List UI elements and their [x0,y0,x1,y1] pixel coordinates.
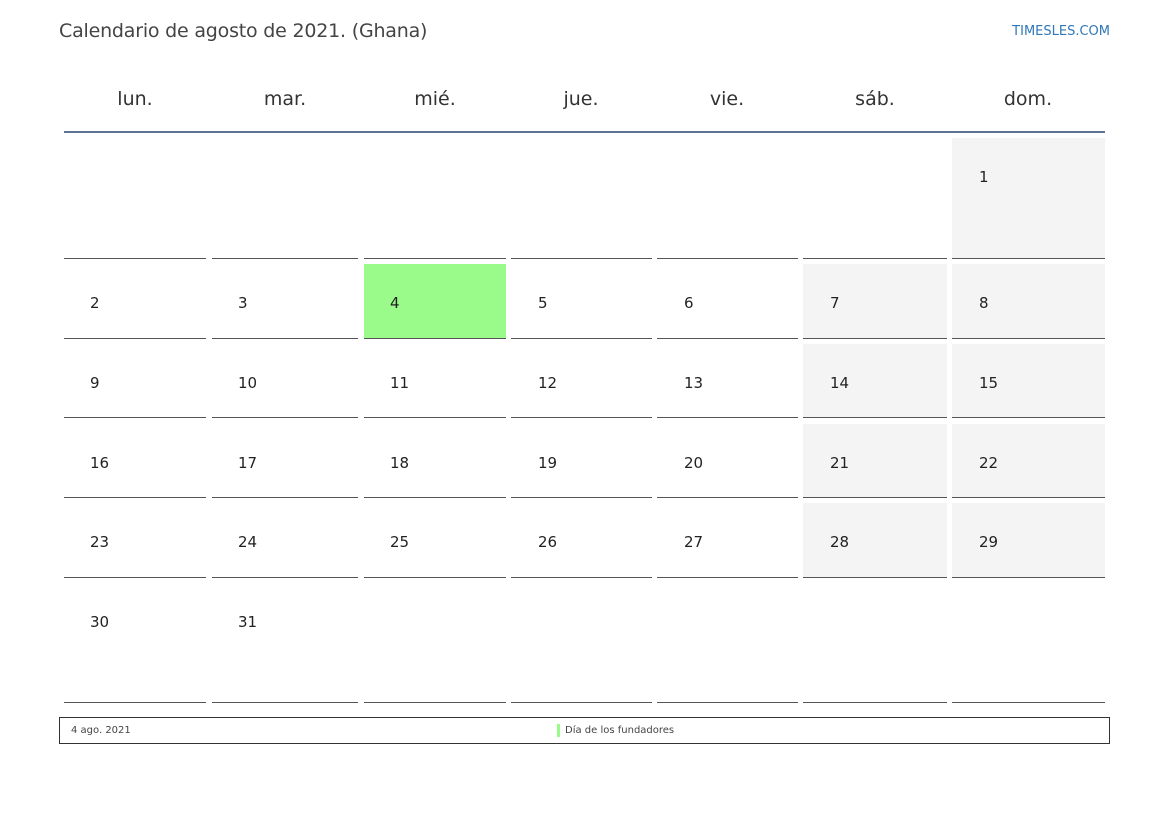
day-cell[interactable]: 4 [364,264,506,339]
day-cell [657,583,798,703]
day-number: 14 [830,374,850,392]
day-cell[interactable]: 28 [803,503,947,578]
legend-date: 4 ago. 2021 [71,725,131,736]
day-cell[interactable]: 18 [364,424,506,498]
day-number: 26 [538,533,558,551]
day-cell[interactable]: 25 [364,503,506,578]
day-number: 25 [390,533,410,551]
day-number: 28 [830,533,850,551]
day-cell[interactable]: 15 [952,344,1105,418]
day-cell[interactable]: 17 [212,424,358,498]
day-number: 4 [390,294,400,312]
day-number: 6 [684,294,694,312]
day-cell [364,138,506,259]
day-number: 21 [830,454,850,472]
day-number: 30 [90,613,110,631]
day-cell [952,583,1105,703]
day-number: 3 [238,294,248,312]
day-number: 16 [90,454,110,472]
day-number: 31 [238,613,258,631]
day-cell[interactable]: 22 [952,424,1105,498]
day-cell[interactable]: 27 [657,503,798,578]
weekday-label: vie. [709,88,745,110]
day-cell[interactable]: 23 [64,503,206,578]
day-cell[interactable]: 30 [64,583,206,703]
day-cell[interactable]: 14 [803,344,947,418]
day-cell[interactable]: 24 [212,503,358,578]
weekday-label: mar. [263,88,307,110]
day-number: 7 [830,294,840,312]
holiday-legend: 4 ago. 2021 Día de los fundadores [59,717,1110,744]
day-cell[interactable]: 12 [511,344,652,418]
weekday-label: jue. [563,88,599,110]
day-cell[interactable]: 5 [511,264,652,339]
day-cell[interactable]: 9 [64,344,206,418]
day-cell [511,583,652,703]
day-cell [64,138,206,259]
day-cell[interactable]: 7 [803,264,947,339]
day-cell[interactable]: 29 [952,503,1105,578]
day-number: 27 [684,533,704,551]
day-number: 11 [390,374,410,392]
day-cell[interactable]: 11 [364,344,506,418]
day-number: 1 [979,168,989,186]
day-number: 9 [90,374,100,392]
legend-holiday-name: Día de los fundadores [565,725,675,736]
day-number: 2 [90,294,100,312]
day-cell[interactable]: 8 [952,264,1105,339]
day-number: 5 [538,294,548,312]
day-number: 13 [684,374,704,392]
day-cell[interactable]: 19 [511,424,652,498]
day-number: 20 [684,454,704,472]
brand-link[interactable]: TIMESLES.COM [1012,24,1110,39]
day-number: 12 [538,374,558,392]
day-number: 18 [390,454,410,472]
holiday-color-marker [557,724,560,737]
day-cell[interactable]: 21 [803,424,947,498]
day-number: 10 [238,374,258,392]
day-cell[interactable]: 3 [212,264,358,339]
weekday-label: mié. [414,88,456,110]
day-cell[interactable]: 1 [952,138,1105,259]
day-cell [657,138,798,259]
day-number: 8 [979,294,989,312]
day-cell [364,583,506,703]
day-number: 17 [238,454,258,472]
day-number: 24 [238,533,258,551]
day-cell [803,583,947,703]
day-cell[interactable]: 10 [212,344,358,418]
day-cell[interactable]: 6 [657,264,798,339]
day-cell[interactable]: 13 [657,344,798,418]
day-cell[interactable]: 31 [212,583,358,703]
day-cell [803,138,947,259]
day-cell [212,138,358,259]
day-cell[interactable]: 26 [511,503,652,578]
day-cell [511,138,652,259]
header-divider [64,131,1105,133]
weekday-label: sáb. [855,88,895,110]
weekday-label: dom. [1003,88,1053,110]
day-number: 15 [979,374,999,392]
day-cell[interactable]: 20 [657,424,798,498]
day-cell[interactable]: 2 [64,264,206,339]
day-number: 23 [90,533,110,551]
weekday-label: lun. [117,88,153,110]
day-number: 19 [538,454,558,472]
day-cell[interactable]: 16 [64,424,206,498]
page-title: Calendario de agosto de 2021. (Ghana) [59,20,428,42]
day-number: 29 [979,533,999,551]
day-number: 22 [979,454,999,472]
